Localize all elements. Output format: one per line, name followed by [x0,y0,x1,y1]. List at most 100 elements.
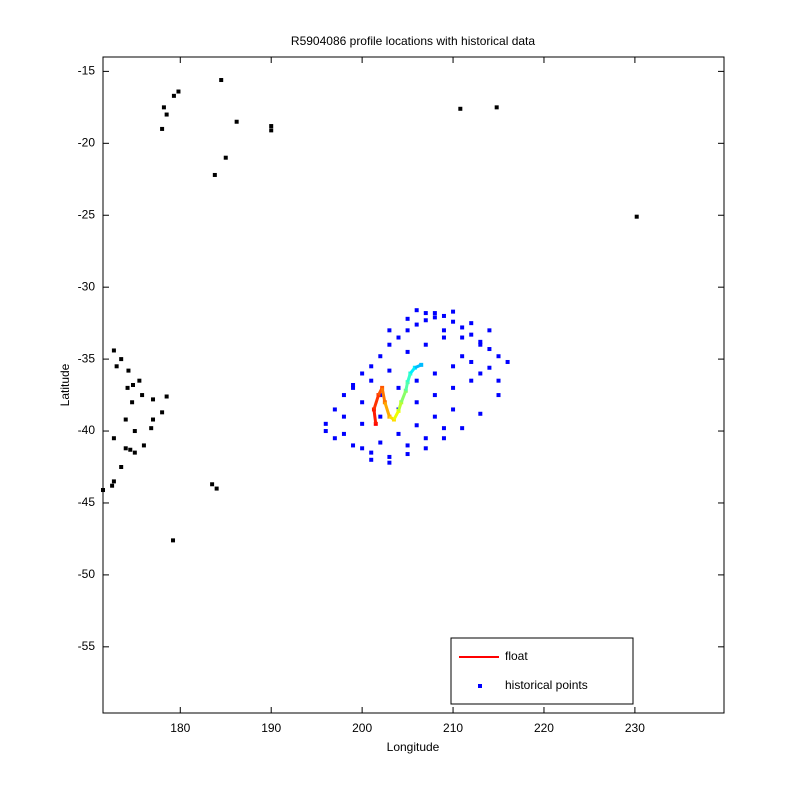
coast-point [128,447,133,452]
point [414,423,419,428]
coast-point [458,106,463,111]
point [405,328,410,333]
float-segment [380,387,387,403]
point [469,359,474,364]
point [369,378,374,383]
chart-title: R5904086 profile locations with historic… [291,34,535,48]
point [414,322,419,327]
point [432,311,437,316]
point [396,431,401,436]
point [432,414,437,419]
point [460,354,465,359]
float-segment [372,394,380,410]
point [441,328,446,333]
x-tick-label: 200 [352,721,372,735]
coast-point [171,93,176,98]
y-tick-label: -55 [78,639,96,653]
point [369,457,374,462]
coast-point [140,393,145,398]
coast-point [212,172,217,177]
coast-point [132,429,137,434]
coast-point [149,426,154,431]
point [405,316,410,321]
coast-point [131,383,136,387]
point [460,426,465,431]
coast-point [634,214,639,219]
point [387,460,392,465]
y-tick-label: -50 [78,567,96,581]
point [341,393,346,398]
point [451,407,456,412]
point [405,452,410,457]
y-tick-label: -20 [78,135,96,149]
point [469,378,474,383]
x-tick-label: 230 [625,721,645,735]
point [478,339,483,344]
point [441,426,446,431]
point [469,321,474,326]
point [487,365,492,370]
legend-swatch [478,684,482,688]
point [387,328,392,333]
point [387,342,392,347]
point [351,443,356,448]
point [469,332,474,337]
coast-point [151,417,156,422]
point [360,371,365,376]
point [360,400,365,405]
x-tick-label: 220 [534,721,554,735]
point [496,393,501,398]
coast-point [164,394,169,399]
y-tick-label: -30 [78,279,96,293]
point [487,328,492,333]
point [460,335,465,340]
point [423,436,428,441]
y-tick-label: -25 [78,207,96,221]
coast-point [164,112,169,117]
point [478,342,483,347]
coast-point [111,479,116,484]
point [396,385,401,390]
coast-point [151,397,156,402]
coast-point [160,126,165,131]
coast-point [176,89,181,94]
y-axis-label: Latitude [58,363,72,406]
point [432,393,437,398]
coast-point [110,483,115,488]
y-tick-label: -45 [78,495,96,509]
point [423,318,428,323]
point [451,309,456,314]
point [369,364,374,369]
point [487,347,492,352]
coast-point [234,119,239,124]
point [496,354,501,359]
point [423,446,428,451]
point [419,362,424,367]
point [332,436,337,441]
point [378,440,383,445]
coast-point [125,385,130,390]
y-tick-label: -15 [78,64,96,78]
point [414,400,419,405]
legend-box [450,637,634,705]
coast-point [141,443,146,448]
point [432,315,437,320]
point [369,450,374,455]
point [414,378,419,383]
point [396,335,401,340]
point [505,359,510,364]
coast-point [114,364,119,369]
point [351,383,356,387]
coast-point [210,482,215,487]
legend-label: historical points [505,678,588,692]
point [323,421,328,426]
point [451,385,456,390]
coast-point [111,436,116,441]
point [451,319,456,324]
point [414,308,419,313]
point [360,446,365,451]
point [460,325,465,330]
point [378,414,383,419]
